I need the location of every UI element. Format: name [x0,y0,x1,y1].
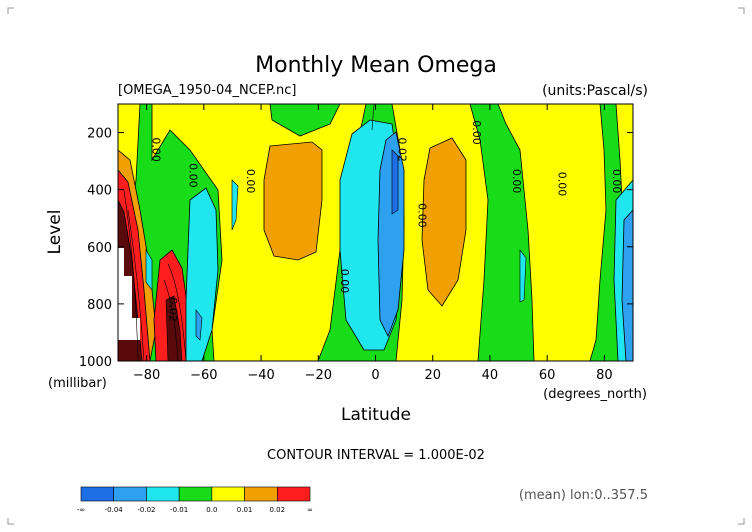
units-label: (units:Pascal/s) [542,83,648,99]
max-negative-region [391,149,399,215]
strong-negative-region [621,209,633,361]
contour-label: 0.00 [415,203,428,228]
colorbar-label: -0.02 [137,506,155,514]
x-axis-unit: (degrees_north) [543,387,647,402]
extreme-positive-region [165,295,183,361]
colorbar-swatch [244,486,278,502]
colorbar-label: 0.02 [269,506,285,514]
contour-label: 0.00 [470,120,483,145]
contour-labels: 0.00 0.00 0.00 0.02 0.00 0.00 0.00 0.00 0.00 0.00… [149,120,623,322]
colorbar-label: -0.01 [170,506,188,514]
positive-region [497,104,607,361]
negative-region [519,249,527,303]
contour-label: 0.00 [187,163,200,188]
contour-label: 0.00 [556,172,569,197]
contour-label: 0.00 [149,137,162,162]
y-tick-label: 800 [87,298,112,313]
contour-label: 0.02 [395,137,408,162]
colorbar-swatch [276,486,311,502]
y-axis: 200 400 600 800 1000 [79,127,633,370]
x-tick-label: 40 [482,368,499,383]
chart-title: Monthly Mean Omega [255,53,497,78]
contour-label: 0.00 [244,169,257,194]
x-tick-label: 0 [371,368,379,383]
contour-label: 0.02 [167,297,180,322]
x-tick-label: −40 [247,368,274,383]
y-tick-label: 200 [87,127,112,142]
missing-data-region [118,248,132,318]
contour-label: 0.00 [338,269,351,294]
x-tick-label: 80 [596,368,613,383]
colorbar-label: -0.04 [105,506,124,514]
colorbar-swatch [80,486,115,502]
strong-positive-region [263,141,323,261]
y-tick-label: 400 [87,184,112,199]
y-tick-label: 1000 [79,355,112,370]
contour-interval-label: CONTOUR INTERVAL = 1.000E-02 [267,448,485,463]
x-axis-title: Latitude [341,405,411,425]
strong-negative-region [195,309,203,341]
colorbar-swatch [178,486,213,502]
crop-marks [7,7,745,525]
contour-label: 0.00 [510,169,523,194]
x-tick-label: 60 [539,368,556,383]
contour-field [118,104,633,361]
footer-note: (mean) lon:0..357.5 [519,488,648,503]
x-tick-label: −60 [190,368,217,383]
x-tick-label: −80 [133,368,160,383]
y-axis-unit: (millibar) [48,376,107,391]
colorbar-label: 0.01 [237,506,253,514]
colorbar-swatch [146,486,180,502]
contour-label: 0.00 [610,169,623,194]
negative-region [145,248,153,291]
x-axis: −80 −60 −40 −20 0 20 40 60 80 [133,104,613,383]
y-axis-title: Level [45,210,65,255]
contour-lines [123,104,375,361]
negative-region [231,179,239,231]
y-tick-label: 600 [87,241,112,256]
colorbar-swatch [113,486,147,502]
strong-positive-region [421,137,467,307]
x-tick-label: −20 [305,368,332,383]
colorbar-label: ∞ [307,506,313,514]
colorbar-swatch [211,486,245,502]
colorbar-label: -∞ [77,506,85,514]
colorbar: -∞ -0.04 -0.02 -0.01 0.0 0.01 0.02 ∞ [77,486,313,514]
x-tick-label: 20 [424,368,441,383]
missing-data-region [118,318,140,340]
file-label: [OMEGA_1950-04_NCEP.nc] [118,83,296,98]
colorbar-label: 0.0 [206,506,217,514]
negative-region [185,187,219,361]
